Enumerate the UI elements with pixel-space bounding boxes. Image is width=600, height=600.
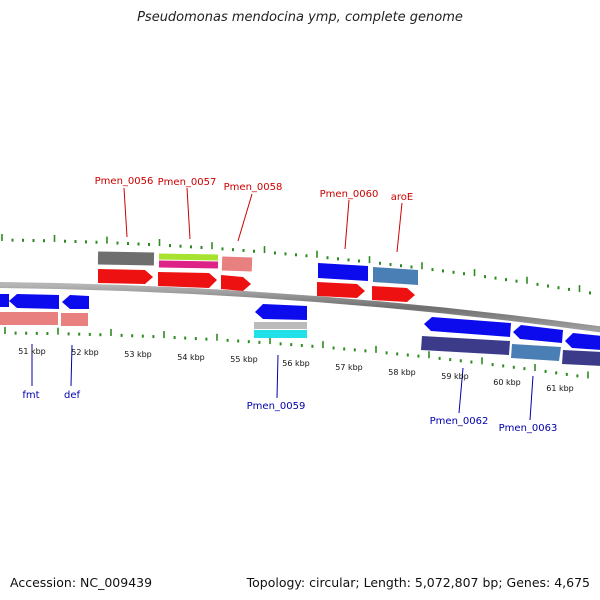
kbp-label: 55 kbp (230, 355, 258, 364)
gene-label[interactable]: Pmen_0057 (158, 177, 217, 188)
kbp-label: 59 kbp (441, 372, 469, 381)
gene-label[interactable]: Pmen_0058 (224, 182, 283, 193)
kbp-label: 61 kbp (546, 384, 574, 393)
gene-feature-def-pink[interactable] (61, 313, 88, 326)
page-title: Pseudomonas mendocina ymp, complete geno… (137, 10, 463, 25)
outer-tick-row (1, 234, 591, 295)
gene-feature-pmen0059-silver[interactable] (254, 322, 307, 329)
genome-summary-text: Topology: circular; Length: 5,072,807 bp… (246, 575, 590, 590)
leader-pmen0056 (123, 187, 128, 238)
gene-feature-pmen0056-gray[interactable] (97, 251, 155, 266)
gene-feature-pmen0059-blue[interactable] (255, 304, 307, 320)
gene-feature-pmen0060-blue[interactable] (318, 263, 368, 281)
reverse-strand-genes (0, 294, 600, 366)
gene-feature-pmen0062-blue[interactable] (424, 317, 511, 337)
gene-feature-pmen0058-pink[interactable] (221, 256, 253, 272)
gene-label[interactable]: Pmen_0062 (430, 416, 489, 427)
gene-label[interactable]: Pmen_0056 (95, 176, 154, 187)
leader-pmen0059 (276, 354, 279, 399)
kbp-label: 54 kbp (177, 353, 205, 362)
gene-feature-aroe-steel[interactable] (373, 267, 418, 285)
leader-def (70, 344, 73, 387)
leader-pmen0058 (237, 193, 253, 242)
gene-feature-right-edge-blue[interactable] (565, 333, 600, 350)
gene-label[interactable]: Pmen_0059 (247, 401, 306, 412)
kbp-scale-labels: 51 kbp 52 kbp 53 kbp 54 kbp 55 kbp 56 kb… (18, 347, 574, 393)
gene-feature-right-edge-navy[interactable] (562, 350, 600, 366)
gene-feature-pmen0063-steel[interactable] (511, 344, 561, 361)
gene-feature-pmen0057-magenta[interactable] (158, 260, 219, 269)
leader-pmen0062 (458, 367, 464, 414)
gene-feature-pmen0056-cds[interactable] (98, 269, 153, 284)
accession-text: Accession: NC_009439 (10, 575, 153, 590)
gene-label[interactable]: def (64, 390, 81, 401)
gene-feature-pmen0059-cyan[interactable] (254, 330, 307, 338)
kbp-label: 58 kbp (388, 368, 416, 377)
leader-aroe (396, 202, 403, 253)
gene-feature-pmen0063-blue[interactable] (513, 325, 563, 343)
gene-feature-fmt-blue[interactable] (9, 294, 59, 309)
gene-label[interactable]: Pmen_0063 (499, 423, 558, 434)
label-leaders (31, 187, 534, 421)
leader-pmen0060 (344, 199, 350, 250)
inner-tick-row (4, 327, 589, 379)
kbp-label: 53 kbp (124, 350, 152, 359)
gene-label[interactable]: fmt (22, 390, 39, 401)
kbp-label: 60 kbp (493, 378, 521, 387)
gene-feature-pmen0057-cds[interactable] (158, 272, 217, 288)
kbp-label: 56 kbp (282, 359, 310, 368)
forward-strand-genes (97, 251, 418, 302)
kbp-label: 57 kbp (335, 363, 363, 372)
gene-labels: Pmen_0056 Pmen_0057 Pmen_0058 Pmen_0060 … (22, 176, 557, 434)
gene-feature-fmt-pink[interactable] (0, 312, 58, 325)
gene-label[interactable]: Pmen_0060 (320, 189, 379, 200)
leader-pmen0057 (186, 187, 191, 240)
gene-feature-edge-blue[interactable] (0, 294, 9, 307)
gene-feature-aroe-cds[interactable] (372, 286, 415, 302)
gene-feature-pmen0057-lime[interactable] (158, 253, 219, 261)
gene-feature-pmen0062-navy[interactable] (421, 336, 510, 355)
gene-label[interactable]: aroE (391, 192, 413, 203)
genome-backbone (0, 282, 600, 333)
gene-feature-pmen0060-cds[interactable] (317, 282, 365, 298)
leader-pmen0063 (529, 375, 534, 421)
kbp-label: 52 kbp (71, 348, 99, 357)
gene-feature-pmen0058-cds[interactable] (221, 275, 251, 291)
kbp-label: 51 kbp (18, 347, 46, 356)
gene-feature-def-blue[interactable] (62, 295, 89, 309)
